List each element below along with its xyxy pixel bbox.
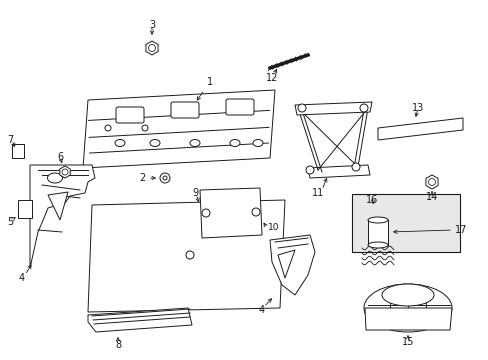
Circle shape (251, 208, 260, 216)
FancyBboxPatch shape (116, 107, 143, 123)
Text: 12: 12 (265, 73, 278, 83)
Polygon shape (425, 175, 437, 189)
Circle shape (427, 179, 435, 185)
Bar (351, 194, 459, 252)
Ellipse shape (367, 217, 387, 223)
Circle shape (163, 176, 167, 180)
Polygon shape (278, 250, 294, 278)
Text: 14: 14 (425, 192, 437, 202)
Bar (12, 144, 24, 158)
FancyBboxPatch shape (171, 102, 199, 118)
Circle shape (359, 104, 367, 112)
Ellipse shape (229, 139, 240, 147)
Text: 3: 3 (149, 20, 155, 30)
Circle shape (297, 104, 305, 112)
Ellipse shape (47, 173, 62, 183)
Polygon shape (364, 308, 451, 330)
Circle shape (202, 209, 209, 217)
Circle shape (142, 125, 148, 131)
Polygon shape (145, 41, 158, 55)
Text: 13: 13 (411, 103, 423, 113)
Circle shape (305, 166, 313, 174)
Text: 8: 8 (115, 340, 121, 350)
Circle shape (160, 173, 170, 183)
Polygon shape (307, 165, 369, 178)
Polygon shape (88, 200, 285, 312)
Polygon shape (294, 102, 371, 115)
Ellipse shape (367, 242, 387, 248)
Polygon shape (269, 235, 314, 295)
Text: 17: 17 (454, 225, 467, 235)
Polygon shape (367, 220, 387, 245)
Ellipse shape (115, 139, 125, 147)
Circle shape (105, 125, 111, 131)
FancyBboxPatch shape (225, 99, 253, 115)
Circle shape (351, 163, 359, 171)
Circle shape (185, 251, 194, 259)
Ellipse shape (363, 284, 451, 332)
Polygon shape (48, 192, 68, 220)
Ellipse shape (252, 139, 263, 147)
Ellipse shape (381, 284, 433, 306)
Polygon shape (30, 165, 95, 268)
Text: 10: 10 (267, 224, 279, 233)
Bar (18, 200, 32, 218)
Text: 5: 5 (7, 217, 13, 227)
Text: 9: 9 (192, 188, 198, 198)
Polygon shape (83, 90, 274, 168)
Text: 1: 1 (197, 77, 213, 100)
Text: 16: 16 (365, 195, 377, 205)
Polygon shape (88, 308, 192, 332)
Circle shape (62, 169, 68, 175)
Ellipse shape (150, 139, 160, 147)
Polygon shape (377, 118, 462, 140)
Text: 2: 2 (139, 173, 145, 183)
Ellipse shape (190, 139, 200, 147)
Text: 7: 7 (7, 135, 13, 145)
Text: 4: 4 (19, 273, 25, 283)
Polygon shape (60, 166, 70, 178)
Text: 6: 6 (57, 152, 63, 162)
Text: 11: 11 (311, 188, 324, 198)
Circle shape (148, 45, 155, 51)
Text: 4: 4 (259, 305, 264, 315)
Text: 15: 15 (401, 337, 413, 347)
Polygon shape (200, 188, 262, 238)
